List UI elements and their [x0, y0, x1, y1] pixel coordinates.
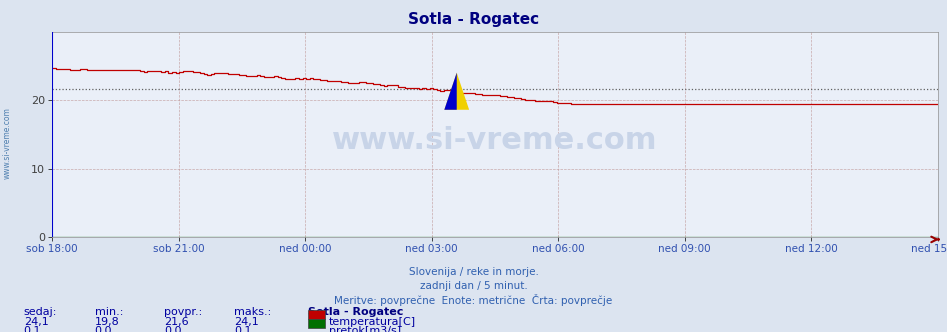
Text: min.:: min.:: [95, 307, 123, 317]
Text: 24,1: 24,1: [234, 317, 259, 327]
Text: povpr.:: povpr.:: [164, 307, 202, 317]
Text: 0,1: 0,1: [24, 326, 41, 332]
Text: Meritve: povprečne  Enote: metrične  Črta: povprečje: Meritve: povprečne Enote: metrične Črta:…: [334, 294, 613, 306]
Polygon shape: [444, 73, 469, 110]
Text: www.si-vreme.com: www.si-vreme.com: [3, 107, 12, 179]
Text: Sotla - Rogatec: Sotla - Rogatec: [308, 307, 403, 317]
Text: 0,0: 0,0: [164, 326, 181, 332]
Text: temperatura[C]: temperatura[C]: [329, 317, 416, 327]
Text: 0,0: 0,0: [95, 326, 112, 332]
Text: zadnji dan / 5 minut.: zadnji dan / 5 minut.: [420, 281, 527, 290]
Polygon shape: [444, 73, 456, 110]
Text: 0,1: 0,1: [234, 326, 251, 332]
Text: 24,1: 24,1: [24, 317, 48, 327]
Text: maks.:: maks.:: [234, 307, 271, 317]
Text: Sotla - Rogatec: Sotla - Rogatec: [408, 12, 539, 27]
Text: www.si-vreme.com: www.si-vreme.com: [332, 126, 657, 155]
Text: 21,6: 21,6: [164, 317, 188, 327]
Text: sedaj:: sedaj:: [24, 307, 57, 317]
Text: pretok[m3/s]: pretok[m3/s]: [329, 326, 401, 332]
Text: 19,8: 19,8: [95, 317, 119, 327]
Text: Slovenija / reke in morje.: Slovenija / reke in morje.: [408, 267, 539, 277]
